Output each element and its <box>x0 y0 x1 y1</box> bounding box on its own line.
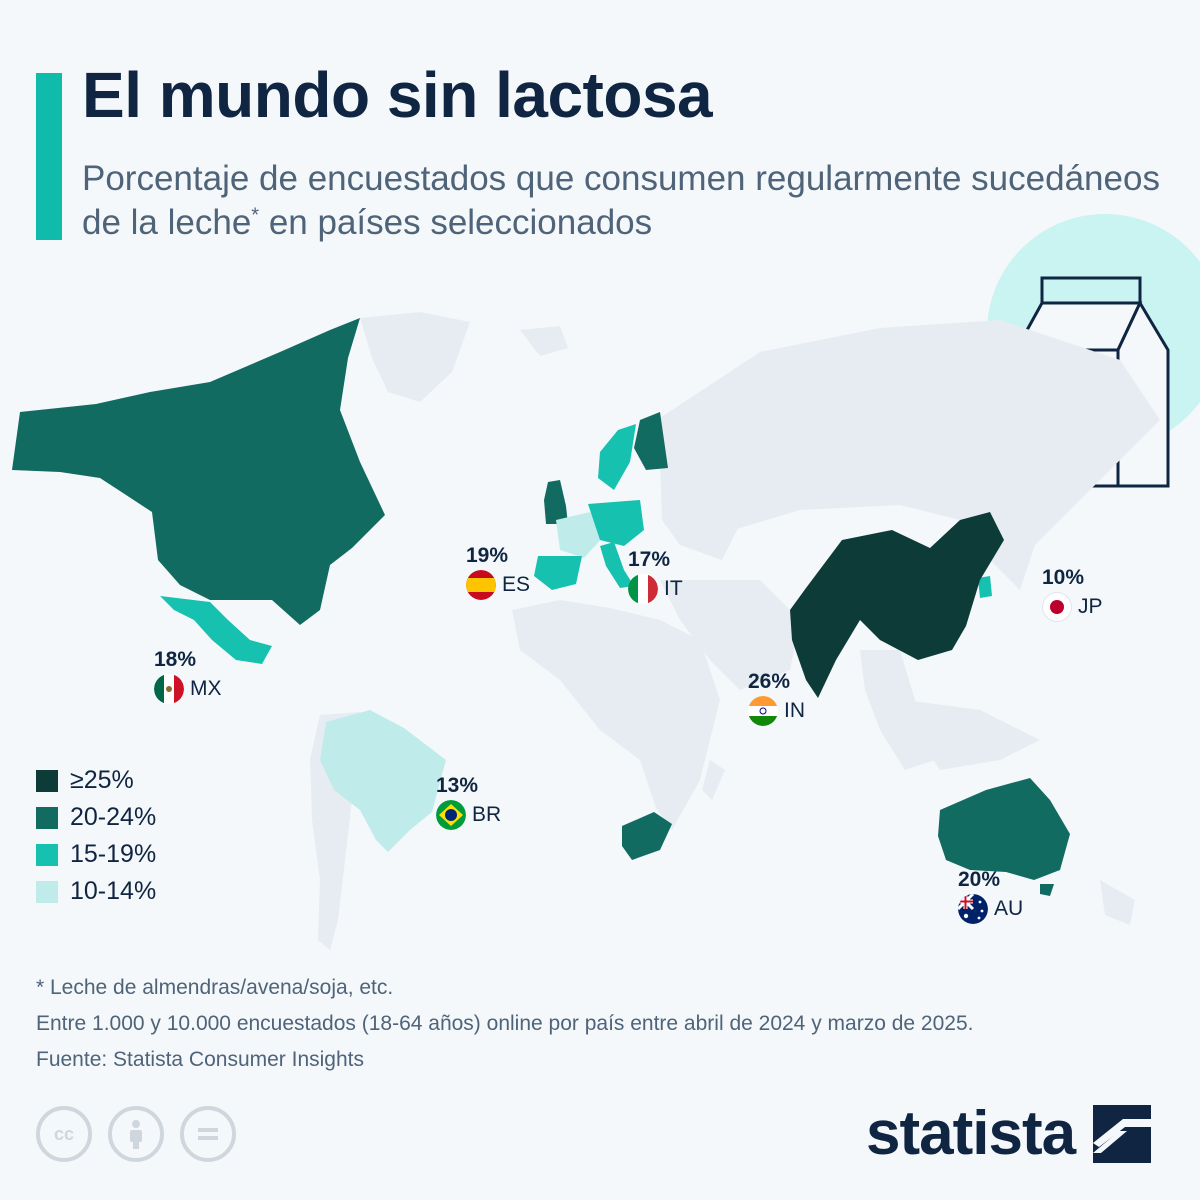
spain-flag-icon <box>466 570 496 600</box>
legend: ≥25% 20-24% 15-19% 10-14% <box>36 762 156 910</box>
callout-mx-code: MX <box>190 677 222 700</box>
callout-mx-value: 18% <box>154 648 197 671</box>
legend-label: 10-14% <box>70 877 157 905</box>
united-kingdom-region <box>544 480 568 524</box>
footnote-source: Fuente: Statista Consumer Insights <box>36 1048 364 1071</box>
callout-br-code: BR <box>472 803 502 826</box>
callout-au-code: AU <box>994 897 1024 920</box>
callout-es-value: 19% <box>466 544 509 567</box>
callout-jp-code: JP <box>1078 595 1103 618</box>
legend-item: 20-24% <box>36 799 156 836</box>
callout-br: 13% BR <box>436 774 501 830</box>
north-america-region <box>12 318 385 625</box>
attribution-icon[interactable] <box>108 1106 164 1162</box>
legend-swatch <box>36 806 58 829</box>
tasmania-region <box>1040 884 1054 896</box>
callout-in-code: IN <box>784 699 805 722</box>
italy-flag-icon <box>628 574 658 604</box>
callout-it: 17% IT <box>628 548 683 604</box>
legend-swatch <box>36 843 58 866</box>
statista-logo-icon <box>1093 1104 1152 1163</box>
callout-au: 20% AU <box>958 868 1023 924</box>
mexico-region <box>160 596 272 664</box>
statista-brand[interactable]: statista <box>866 1098 1152 1169</box>
central-europe-region <box>588 500 644 546</box>
callout-jp-value: 10% <box>1042 566 1085 589</box>
legend-item: 10-14% <box>36 873 156 910</box>
cc-icon[interactable]: cc <box>36 1106 92 1162</box>
callout-in-value: 26% <box>748 670 791 693</box>
footnotes: * Leche de almendras/avena/soja, etc. En… <box>36 970 973 1078</box>
south-korea-region <box>978 576 992 598</box>
footnote-methodology: Entre 1.000 y 10.000 encuestados (18-64 … <box>36 1012 974 1035</box>
legend-label: 15-19% <box>70 840 157 868</box>
callout-in: 26% IN <box>748 670 805 726</box>
callout-jp: 10% JP <box>1042 566 1103 622</box>
brand-name: statista <box>866 1099 1076 1168</box>
finland-region <box>634 412 668 470</box>
no-derivatives-icon[interactable] <box>180 1106 236 1162</box>
footnote-definition: * Leche de almendras/avena/soja, etc. <box>36 976 394 999</box>
italy-region <box>600 542 634 588</box>
india-flag-icon <box>748 696 778 726</box>
brazil-flag-icon <box>436 800 466 830</box>
land-no-data <box>310 312 1160 950</box>
page-subtitle: Porcentaje de encuestados que consumen r… <box>82 159 1160 242</box>
legend-swatch <box>36 880 58 903</box>
callout-it-value: 17% <box>628 548 671 571</box>
callout-it-code: IT <box>664 577 683 600</box>
china-india-region <box>790 512 1004 698</box>
france-region <box>556 512 604 558</box>
scandinavia-region <box>598 424 636 490</box>
spain-region <box>534 556 582 590</box>
legend-swatch <box>36 769 58 792</box>
australia-flag-icon <box>958 894 988 924</box>
legend-item: ≥25% <box>36 762 156 799</box>
page-title: El mundo sin lactosa <box>82 59 713 131</box>
callout-mx: 18% MX <box>154 648 222 704</box>
callout-es-code: ES <box>502 573 531 596</box>
japan-flag-icon <box>1042 592 1072 622</box>
legend-label: 20-24% <box>70 803 157 831</box>
callout-es: 19% ES <box>466 544 530 600</box>
legend-item: 15-19% <box>36 836 156 873</box>
callout-au-value: 20% <box>958 868 1001 891</box>
australia-region <box>938 778 1070 880</box>
accent-bar <box>36 73 62 240</box>
callout-br-value: 13% <box>436 774 479 797</box>
legend-label: ≥25% <box>70 766 134 794</box>
brazil-region <box>320 710 446 852</box>
south-africa-region <box>622 812 672 860</box>
license-icons: cc <box>36 1106 236 1162</box>
mexico-flag-icon <box>154 674 184 704</box>
